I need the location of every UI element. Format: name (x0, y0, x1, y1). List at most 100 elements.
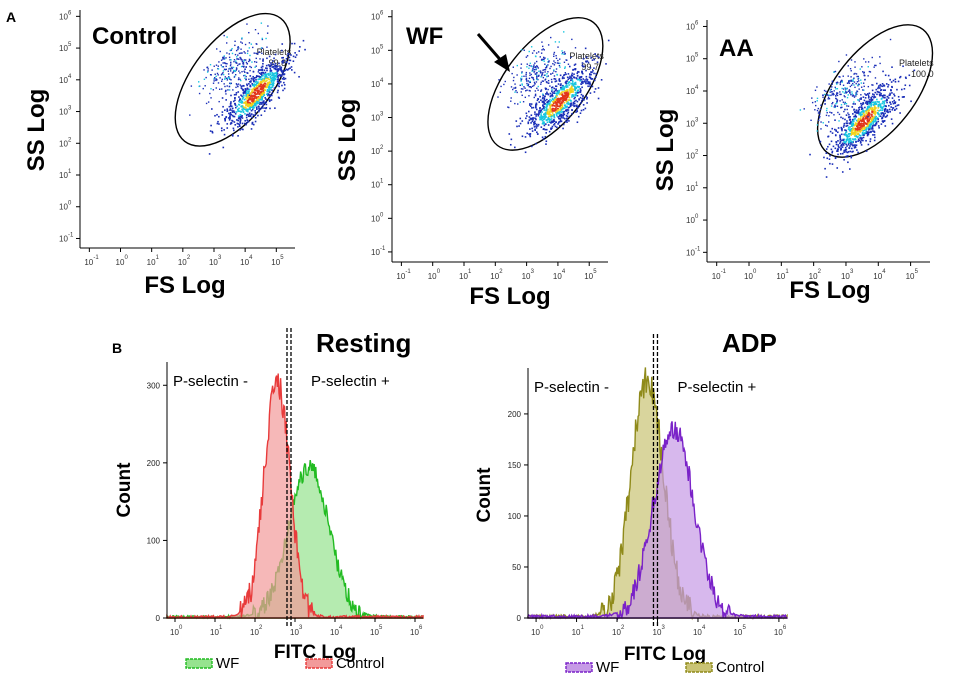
event-dot (206, 71, 209, 73)
event-dot (581, 72, 584, 75)
x-tick-exponent: 3 (531, 269, 535, 275)
event-dot (868, 119, 870, 121)
event-dot (563, 88, 565, 90)
event-dot (840, 116, 842, 119)
event-dot (847, 139, 849, 141)
event-dot (863, 121, 865, 124)
event-dot (874, 102, 877, 104)
event-dot (886, 99, 888, 101)
event-dot (261, 38, 264, 41)
event-dot (261, 47, 264, 49)
event-dot (837, 153, 839, 156)
event-dot (842, 88, 845, 90)
event-dot (856, 112, 859, 114)
event-dot (219, 50, 221, 53)
event-dot (560, 98, 563, 100)
event-dot (857, 109, 859, 112)
event-dot (856, 125, 859, 127)
event-dot (226, 123, 229, 125)
event-dot (267, 93, 270, 95)
event-dot (255, 99, 258, 102)
event-dot (828, 115, 830, 117)
x-tick-label: 10 (522, 272, 531, 281)
event-dot (544, 128, 547, 131)
event-dot (562, 112, 565, 114)
event-dot (854, 132, 857, 134)
event-dot (852, 127, 854, 129)
event-dot (249, 59, 251, 62)
event-dot (593, 91, 596, 93)
event-dot (528, 67, 530, 69)
event-dot (816, 100, 818, 102)
event-dot (576, 110, 579, 113)
x-tick-label: 10 (330, 628, 339, 637)
event-dot (576, 104, 578, 107)
event-dot (849, 140, 851, 142)
event-dot (814, 101, 817, 103)
event-dot (897, 95, 900, 98)
event-dot (846, 151, 849, 154)
event-dot (226, 63, 228, 65)
event-dot (845, 92, 847, 94)
event-dot (254, 28, 257, 31)
event-dot (865, 139, 867, 142)
event-dot (858, 108, 861, 111)
event-dot (236, 62, 238, 64)
x-tick-exponent: 3 (662, 625, 666, 631)
event-dot (855, 135, 857, 137)
event-dot (832, 94, 834, 96)
event-dot (583, 99, 585, 101)
event-dot (526, 66, 528, 68)
event-dot (223, 58, 226, 60)
event-dot (536, 125, 539, 127)
event-dot (557, 59, 559, 62)
event-dot (830, 88, 832, 91)
y-tick-label: 10 (59, 76, 68, 85)
event-dot (567, 63, 570, 65)
event-dot (873, 120, 875, 123)
event-dot (825, 152, 828, 154)
event-dot (565, 91, 568, 94)
event-dot (542, 71, 544, 74)
event-dot (252, 114, 255, 116)
event-dot (577, 71, 580, 73)
event-dot (246, 119, 248, 121)
event-dot (271, 74, 274, 76)
event-dot (846, 122, 849, 125)
event-dot (532, 106, 535, 109)
event-dot (550, 128, 552, 130)
event-dot (221, 73, 223, 75)
event-dot (263, 93, 265, 96)
event-dot (855, 119, 858, 122)
event-dot (267, 86, 270, 89)
event-dot (884, 105, 887, 107)
event-dot (893, 94, 896, 97)
event-dot (580, 109, 583, 112)
event-dot (827, 145, 829, 148)
event-dot (879, 56, 881, 58)
event-dot (519, 122, 522, 125)
event-dot (268, 89, 271, 92)
event-dot (552, 62, 554, 65)
event-dot (198, 81, 200, 83)
event-dot (245, 59, 247, 61)
event-dot (246, 62, 249, 65)
event-dot (857, 84, 859, 86)
event-dot (857, 80, 860, 82)
event-dot (574, 47, 577, 49)
event-dot (252, 102, 255, 104)
x-tick-exponent: 0 (753, 269, 757, 275)
event-dot (561, 87, 564, 89)
histogram-area-wf (527, 421, 788, 621)
event-dot (863, 72, 865, 74)
event-dot (560, 88, 562, 91)
y-tick-label: 10 (686, 152, 695, 161)
event-dot (242, 107, 245, 110)
event-dot (857, 130, 859, 133)
event-dot (551, 98, 554, 101)
event-dot (541, 117, 544, 120)
event-dot (830, 140, 833, 143)
event-dot (847, 75, 849, 77)
event-dot (248, 96, 251, 99)
event-dot (241, 106, 243, 108)
